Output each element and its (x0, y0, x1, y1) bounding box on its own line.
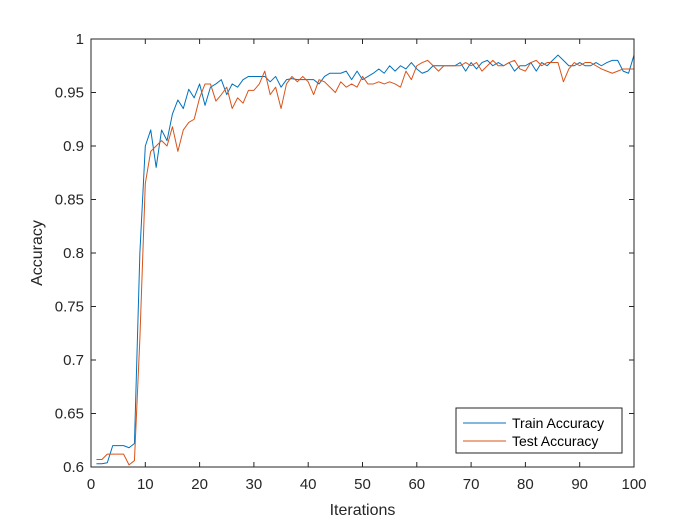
x-tick-label: 0 (87, 476, 95, 493)
x-tick-label: 10 (137, 476, 154, 493)
series-line-test-accuracy (96, 59, 634, 466)
y-axis-title: Accuracy (29, 220, 46, 286)
legend: Train Accuracy Test Accuracy (455, 407, 623, 454)
legend-box (455, 407, 623, 454)
x-tick-label: 80 (517, 476, 534, 493)
x-tick-label: 60 (408, 476, 425, 493)
y-tick-label: 0.8 (63, 245, 84, 262)
y-tick-label: 0.65 (55, 406, 84, 423)
legend-label-train: Train Accuracy (512, 415, 604, 431)
y-axis: 0.6 0.65 0.7 0.75 0.8 0.85 0.9 0.95 1 (55, 31, 634, 476)
x-tick-label: 90 (571, 476, 588, 493)
x-axis-title: Iterations (330, 502, 396, 519)
plot-area (91, 39, 634, 467)
y-tick-label: 0.9 (63, 138, 84, 155)
x-tick-label: 70 (463, 476, 480, 493)
x-axis: 0 10 20 30 40 50 60 70 80 90 100 (87, 39, 647, 493)
y-tick-label: 0.6 (63, 459, 84, 476)
y-tick-label: 0.85 (55, 192, 84, 209)
x-tick-label: 50 (354, 476, 371, 493)
series-layer (96, 54, 635, 466)
x-tick-label: 40 (300, 476, 317, 493)
x-tick-label: 20 (191, 476, 208, 493)
y-tick-label: 1 (76, 31, 84, 48)
y-tick-label: 0.7 (63, 352, 84, 369)
y-tick-label: 0.75 (55, 299, 84, 316)
y-tick-label: 0.95 (55, 85, 84, 102)
x-tick-label: 30 (246, 476, 263, 493)
x-tick-label: 100 (621, 476, 646, 493)
legend-label-test: Test Accuracy (512, 433, 598, 449)
